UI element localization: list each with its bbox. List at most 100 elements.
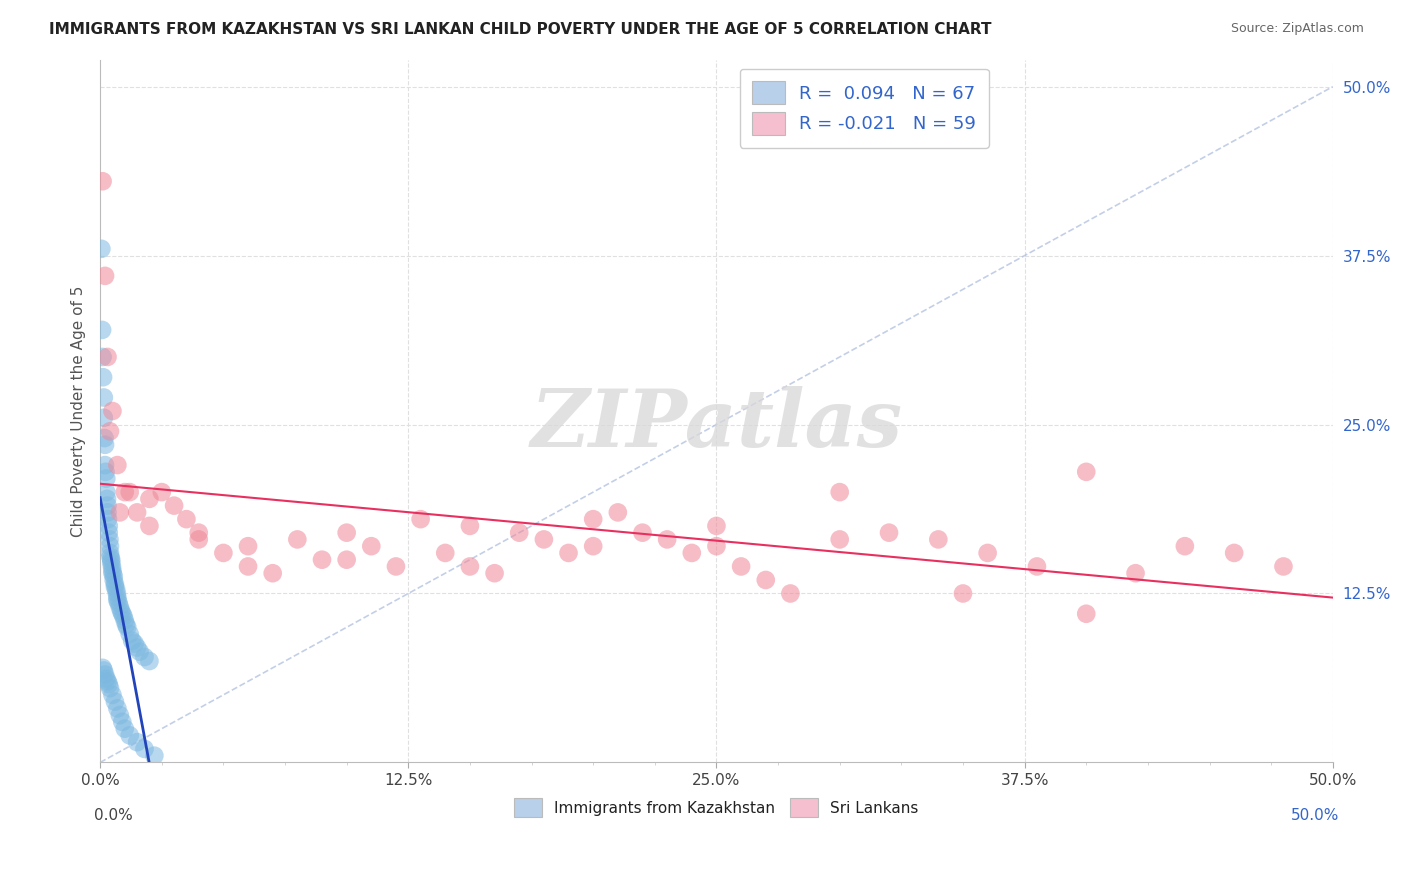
- Point: [93, 410, 115, 425]
- Point: [103, 569, 125, 583]
- Point: [91, 174, 114, 188]
- Point: [104, 580, 127, 594]
- Point: [557, 546, 579, 560]
- Point: [877, 525, 900, 540]
- Point: [755, 573, 778, 587]
- Y-axis label: Child Poverty Under the Age of 5: Child Poverty Under the Age of 5: [72, 285, 86, 537]
- Point: [927, 533, 949, 547]
- Point: [121, 633, 143, 648]
- Point: [582, 512, 605, 526]
- Point: [118, 485, 141, 500]
- Point: [458, 519, 481, 533]
- Point: [484, 566, 506, 581]
- Point: [1076, 607, 1098, 621]
- Point: [111, 607, 134, 621]
- Point: [96, 350, 118, 364]
- Point: [657, 533, 679, 547]
- Point: [779, 586, 801, 600]
- Point: [114, 485, 136, 500]
- Point: [105, 701, 128, 715]
- Point: [118, 627, 141, 641]
- Point: [101, 566, 124, 581]
- Text: IMMIGRANTS FROM KAZAKHSTAN VS SRI LANKAN CHILD POVERTY UNDER THE AGE OF 5 CORREL: IMMIGRANTS FROM KAZAKHSTAN VS SRI LANKAN…: [49, 22, 991, 37]
- Point: [96, 674, 118, 689]
- Point: [105, 458, 128, 472]
- Point: [1026, 559, 1049, 574]
- Point: [285, 533, 308, 547]
- Point: [101, 559, 124, 574]
- Text: Source: ZipAtlas.com: Source: ZipAtlas.com: [1230, 22, 1364, 36]
- Point: [952, 586, 974, 600]
- Point: [103, 573, 125, 587]
- Point: [311, 552, 333, 566]
- Point: [127, 505, 149, 519]
- Point: [138, 654, 160, 668]
- Point: [105, 582, 128, 597]
- Point: [976, 546, 998, 560]
- Point: [101, 404, 124, 418]
- Point: [409, 512, 432, 526]
- Point: [97, 519, 120, 533]
- Point: [112, 609, 135, 624]
- Point: [97, 677, 120, 691]
- Point: [96, 505, 118, 519]
- Point: [110, 604, 132, 618]
- Point: [117, 620, 139, 634]
- Point: [105, 593, 128, 607]
- Point: [828, 533, 851, 547]
- Point: [114, 722, 136, 736]
- Point: [101, 688, 124, 702]
- Point: [94, 268, 117, 283]
- Point: [115, 617, 138, 632]
- Point: [97, 525, 120, 540]
- Point: [91, 370, 114, 384]
- Point: [262, 566, 284, 581]
- Point: [828, 485, 851, 500]
- Point: [104, 695, 127, 709]
- Point: [108, 599, 131, 614]
- Point: [582, 539, 605, 553]
- Point: [98, 533, 121, 547]
- Point: [176, 512, 198, 526]
- Point: [96, 472, 118, 486]
- Point: [1125, 566, 1147, 581]
- Point: [91, 350, 114, 364]
- Point: [706, 539, 728, 553]
- Text: ZIPatlas: ZIPatlas: [530, 386, 903, 464]
- Point: [127, 640, 149, 655]
- Point: [100, 555, 122, 569]
- Legend: Immigrants from Kazakhstan, Sri Lankans: Immigrants from Kazakhstan, Sri Lankans: [506, 790, 927, 825]
- Point: [134, 742, 156, 756]
- Point: [134, 650, 156, 665]
- Point: [336, 525, 359, 540]
- Point: [94, 458, 117, 472]
- Point: [1076, 465, 1098, 479]
- Point: [128, 644, 150, 658]
- Point: [91, 661, 114, 675]
- Point: [94, 438, 117, 452]
- Point: [96, 485, 118, 500]
- Point: [98, 425, 121, 439]
- Point: [108, 505, 131, 519]
- Point: [96, 672, 118, 686]
- Point: [93, 664, 115, 678]
- Point: [138, 519, 160, 533]
- Point: [533, 533, 555, 547]
- Point: [1272, 559, 1295, 574]
- Point: [385, 559, 408, 574]
- Point: [143, 748, 166, 763]
- Point: [1223, 546, 1246, 560]
- Point: [93, 431, 115, 445]
- Point: [236, 539, 259, 553]
- Point: [124, 636, 146, 650]
- Point: [94, 667, 117, 681]
- Point: [90, 242, 112, 256]
- Point: [236, 559, 259, 574]
- Point: [138, 491, 160, 506]
- Point: [104, 577, 127, 591]
- Point: [458, 559, 481, 574]
- Point: [97, 512, 120, 526]
- Point: [706, 519, 728, 533]
- Point: [114, 614, 136, 628]
- Point: [360, 539, 382, 553]
